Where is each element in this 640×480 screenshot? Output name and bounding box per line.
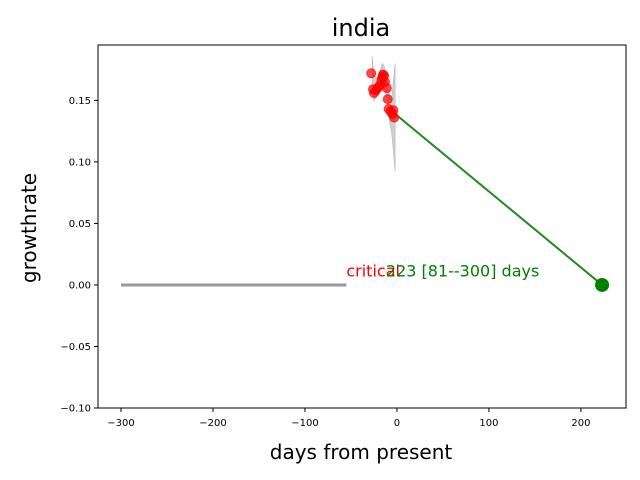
x-tick-label: −300	[107, 418, 134, 429]
data-point	[381, 83, 392, 94]
x-tick-label: 100	[479, 418, 498, 429]
data-point	[366, 68, 377, 79]
chart-title: india	[332, 14, 391, 42]
annotation-1: 223 [81--300] days	[386, 261, 539, 280]
x-tick-label: 0	[394, 418, 400, 429]
axis-ticks: −300 −200 −100 0 100 200 −0.10 −0.05 0.00 0.05 0.1…	[60, 96, 590, 429]
y-tick-label: −0.10	[60, 404, 91, 415]
y-tick-label: 0.00	[69, 280, 91, 291]
data-point	[382, 94, 393, 105]
projection-line	[394, 113, 603, 286]
data-point	[389, 112, 400, 123]
annotation-0: critical	[346, 261, 400, 280]
plot-content	[120, 56, 603, 287]
y-tick-label: 0.10	[69, 157, 91, 168]
x-tick-label: 200	[571, 418, 590, 429]
x-axis-label: days from present	[270, 440, 453, 464]
y-tick-label: 0.05	[69, 219, 91, 230]
y-axis-label: growthrate	[17, 173, 41, 283]
y-tick-label: 0.15	[69, 96, 91, 107]
projection-end-point	[595, 277, 610, 292]
plot-frame	[97, 44, 627, 409]
x-tick-label: −200	[199, 418, 226, 429]
x-tick-label: −100	[291, 418, 318, 429]
y-tick-label: −0.05	[60, 342, 91, 353]
